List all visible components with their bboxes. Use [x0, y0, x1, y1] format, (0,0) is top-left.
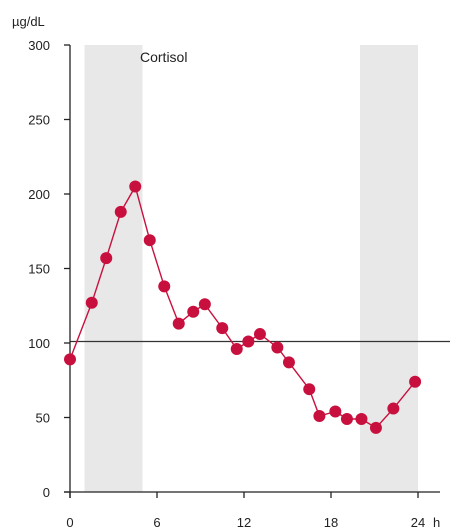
- data-point: [100, 252, 113, 265]
- shaded-band-1: [360, 45, 418, 492]
- data-point: [158, 280, 171, 293]
- data-points: [64, 180, 422, 434]
- data-point: [282, 356, 295, 369]
- data-point: [313, 410, 326, 423]
- shaded-bands: [84, 45, 418, 492]
- data-point: [303, 383, 316, 396]
- y-tick-label: 150: [28, 262, 50, 277]
- data-point: [198, 298, 211, 311]
- data-point: [387, 402, 400, 415]
- series-label: Cortisol: [140, 49, 187, 65]
- x-tick-label: 24: [411, 515, 425, 530]
- y-ticks: 0 50 100 150 200 250 300: [28, 38, 70, 500]
- x-axis-unit-label: h: [433, 515, 440, 530]
- data-point: [187, 305, 200, 318]
- data-point: [216, 322, 229, 335]
- x-tick-label: 0: [66, 515, 73, 530]
- data-point: [64, 353, 76, 366]
- data-point: [271, 341, 284, 354]
- y-tick-label: 50: [36, 411, 50, 426]
- data-point: [369, 421, 382, 434]
- y-tick-label: 200: [28, 187, 50, 202]
- x-tick-label: 6: [153, 515, 160, 530]
- x-tick-label: 12: [237, 515, 251, 530]
- shaded-band-0: [84, 45, 143, 492]
- y-tick-label: 250: [28, 113, 50, 128]
- data-point: [85, 296, 98, 309]
- data-point: [143, 234, 156, 247]
- data-point: [172, 317, 185, 330]
- y-axis-unit-label: µg/dL: [12, 14, 45, 29]
- data-point: [114, 205, 127, 218]
- y-tick-label: 300: [28, 38, 50, 53]
- data-point: [329, 405, 342, 418]
- data-point: [230, 342, 243, 355]
- data-point: [409, 375, 422, 388]
- data-point: [253, 328, 266, 341]
- data-point: [355, 412, 368, 425]
- x-tick-label: 18: [324, 515, 338, 530]
- x-ticks: 0 6 12 18 24: [66, 492, 425, 530]
- data-point: [340, 412, 353, 425]
- data-point: [129, 180, 142, 193]
- y-tick-label: 0: [43, 485, 50, 500]
- y-tick-label: 100: [28, 336, 50, 351]
- data-point: [242, 335, 255, 348]
